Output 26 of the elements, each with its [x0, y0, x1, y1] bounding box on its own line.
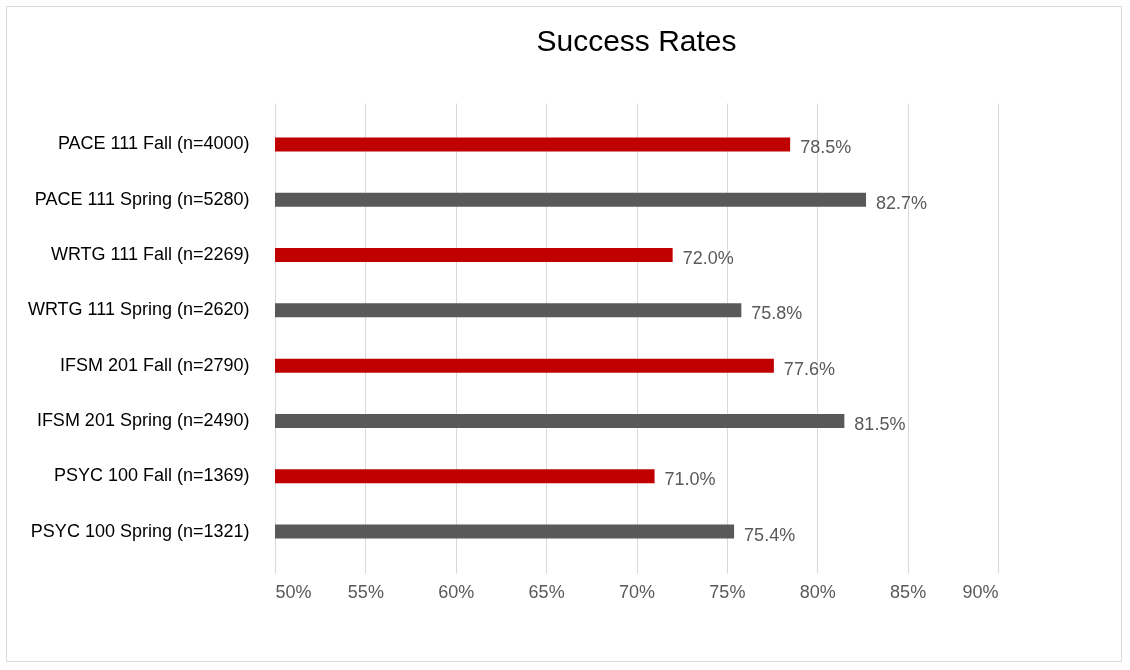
y-tick-label: IFSM 201 Fall (n=2790): [59, 354, 250, 375]
x-tick-label: 90%: [962, 581, 999, 602]
data-label: 71.0%: [664, 469, 716, 490]
data-label: 75.4%: [744, 524, 796, 545]
x-tick-label: 50%: [275, 581, 312, 602]
data-label: 81.5%: [854, 413, 906, 434]
x-tick-label: 80%: [799, 581, 836, 602]
y-tick-label: IFSM 201 Spring (n=2490): [36, 409, 250, 430]
y-tick-label: PSYC 100 Spring (n=1321): [30, 520, 250, 541]
chart-title: Success Rates: [536, 24, 737, 57]
y-tick-label: PSYC 100 Fall (n=1369): [53, 465, 250, 486]
data-label: 77.6%: [783, 358, 835, 379]
y-tick-label: WRTG 111 Spring (n=2620): [27, 299, 250, 320]
x-tick-label: 75%: [709, 581, 746, 602]
y-tick-label: WRTG 111 Fall (n=2269): [50, 244, 250, 265]
y-tick-label: PACE 111 Fall (n=4000): [57, 133, 250, 154]
data-label: 78.5%: [800, 137, 852, 158]
x-tick-label: 55%: [347, 581, 384, 602]
x-tick-label: 70%: [618, 581, 656, 602]
x-tick-label: 65%: [528, 581, 565, 602]
y-tick-label: PACE 111 Spring (n=5280): [34, 188, 250, 209]
data-label: 82.7%: [876, 192, 928, 213]
x-tick-label: 85%: [890, 581, 927, 602]
data-label: 72.0%: [682, 248, 734, 269]
x-tick-label: 60%: [438, 581, 475, 602]
data-label: 75.8%: [751, 303, 803, 324]
